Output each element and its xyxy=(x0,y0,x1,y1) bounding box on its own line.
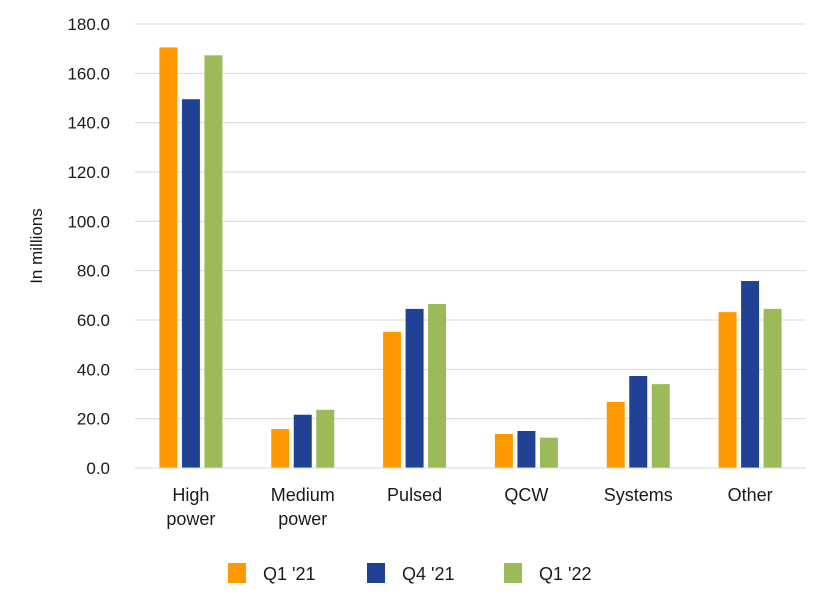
bar xyxy=(181,99,200,468)
bar xyxy=(316,409,335,468)
x-category-label: QCW xyxy=(504,485,548,505)
legend-label: Q1 '22 xyxy=(539,564,591,584)
x-category-label: Other xyxy=(728,485,773,505)
bar xyxy=(517,431,536,468)
bar xyxy=(763,308,782,468)
bar xyxy=(293,414,312,468)
bar xyxy=(159,47,178,468)
y-tick-label: 160.0 xyxy=(67,64,110,83)
bar xyxy=(629,375,648,468)
bar xyxy=(651,384,670,468)
bar xyxy=(539,437,558,468)
y-tick-label: 60.0 xyxy=(77,311,110,330)
bar xyxy=(204,55,223,469)
x-axis-categories: High power Medium power Pulsed QCW Systems Othe… xyxy=(166,485,772,529)
y-tick-label: 40.0 xyxy=(77,360,110,379)
legend-label: Q1 '21 xyxy=(263,564,315,584)
x-category-label: Pulsed xyxy=(387,485,442,505)
bar xyxy=(405,308,424,468)
y-tick-label: 180.0 xyxy=(67,15,110,34)
bar xyxy=(718,312,737,468)
legend-swatch xyxy=(504,563,522,583)
x-category-label: Systems xyxy=(604,485,673,505)
y-tick-label: 80.0 xyxy=(77,262,110,281)
bar xyxy=(741,281,760,468)
bars xyxy=(159,47,782,469)
bar xyxy=(428,303,447,468)
y-axis-title: In millions xyxy=(27,208,46,284)
legend-label: Q4 '21 xyxy=(402,564,454,584)
x-category-label: High power xyxy=(166,485,215,529)
y-tick-label: 140.0 xyxy=(67,114,110,133)
legend-swatch xyxy=(228,563,246,583)
gridlines xyxy=(135,23,806,420)
y-tick-label: 20.0 xyxy=(77,410,110,429)
bar xyxy=(606,401,625,468)
y-tick-label: 100.0 xyxy=(67,212,110,231)
bar xyxy=(271,429,290,468)
y-axis-ticks: 0.0 20.0 40.0 60.0 80.0 100.0 120.0 140.0 160.0 1… xyxy=(67,15,110,478)
y-tick-label: 120.0 xyxy=(67,163,110,182)
bar xyxy=(383,331,402,468)
bar xyxy=(494,433,513,468)
y-tick-label: 0.0 xyxy=(86,459,110,478)
legend-swatch xyxy=(367,563,385,583)
x-category-label: Medium power xyxy=(271,485,335,529)
legend: Q1 '21 Q4 '21 Q1 '22 xyxy=(228,563,591,584)
